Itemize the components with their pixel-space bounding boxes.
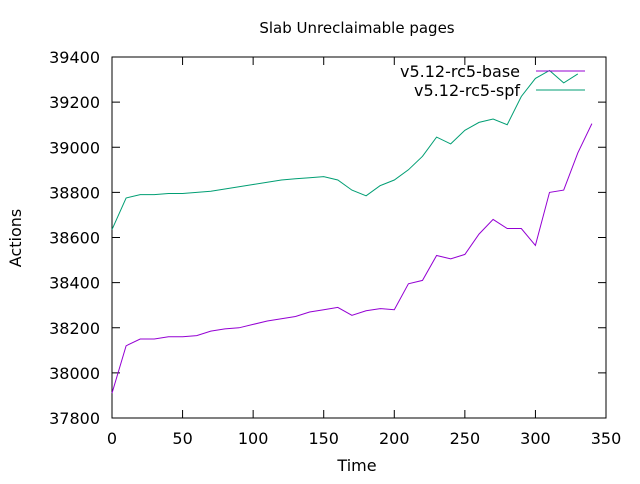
y-tick-label: 37800 [49, 409, 100, 428]
x-tick-label: 50 [172, 429, 192, 448]
x-tick-label: 300 [520, 429, 551, 448]
y-tick-label: 38600 [49, 229, 100, 248]
x-tick-label: 0 [107, 429, 117, 448]
y-tick-label: 38800 [49, 183, 100, 202]
x-tick-label: 250 [450, 429, 481, 448]
x-axis-label: Time [336, 456, 376, 475]
series-lines [111, 69, 593, 394]
series-line-0 [111, 123, 593, 394]
y-tick-label: 38000 [49, 364, 100, 383]
axes: 0 50 100 150 200 250 300 350 37800 38000 38200 3840… [49, 48, 621, 448]
y-tick-label: 39000 [49, 138, 100, 157]
legend-label-1: v5.12-rc5-spf [414, 81, 520, 100]
series-line-1 [111, 69, 579, 230]
y-tick-label: 38200 [49, 319, 100, 338]
y-axis-label: Actions [6, 209, 25, 267]
x-tick-label: 350 [591, 429, 622, 448]
y-tick-label: 39200 [49, 93, 100, 112]
x-tick-label: 150 [308, 429, 339, 448]
chart-title: Slab Unreclaimable pages [259, 19, 454, 37]
y-tick-label: 39400 [49, 48, 100, 67]
x-tick-label: 100 [238, 429, 269, 448]
legend-label-0: v5.12-rc5-base [400, 62, 520, 81]
x-tick-label: 200 [379, 429, 410, 448]
y-tick-label: 38400 [49, 274, 100, 293]
